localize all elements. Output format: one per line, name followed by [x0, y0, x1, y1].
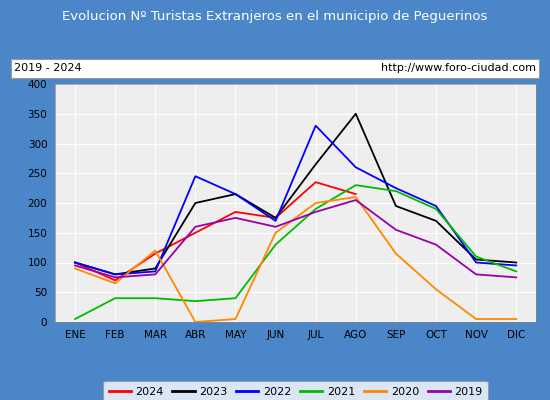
Legend: 2024, 2023, 2022, 2021, 2020, 2019: 2024, 2023, 2022, 2021, 2020, 2019 — [103, 381, 488, 400]
Text: Evolucion Nº Turistas Extranjeros en el municipio de Peguerinos: Evolucion Nº Turistas Extranjeros en el … — [62, 10, 488, 23]
Text: http://www.foro-ciudad.com: http://www.foro-ciudad.com — [381, 63, 536, 73]
Text: 2019 - 2024: 2019 - 2024 — [14, 63, 81, 73]
